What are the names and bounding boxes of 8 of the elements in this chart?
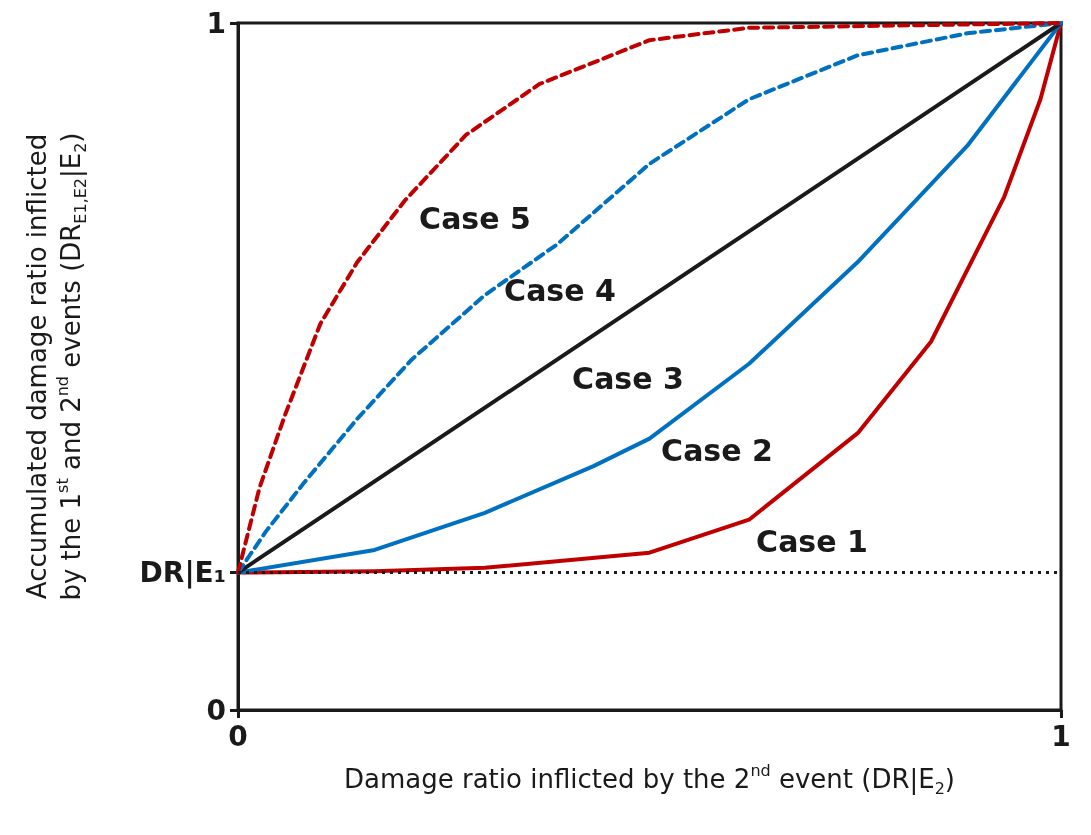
series-label: Case 2 bbox=[661, 432, 773, 468]
y-tick-label: 0 bbox=[206, 693, 226, 727]
y-tick-label: 1 bbox=[206, 6, 226, 40]
series-label: Case 1 bbox=[756, 523, 868, 559]
y-tick-label: DR|E₁ bbox=[139, 556, 226, 590]
series-label: Case 4 bbox=[504, 272, 616, 308]
series-label: Case 3 bbox=[572, 360, 684, 396]
series-label: Case 5 bbox=[419, 200, 531, 236]
